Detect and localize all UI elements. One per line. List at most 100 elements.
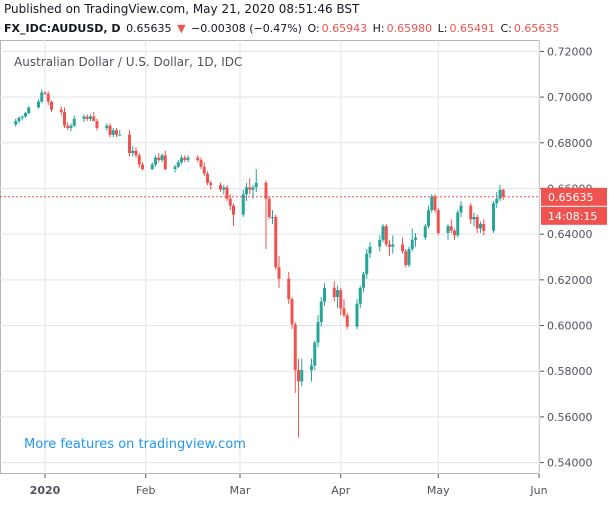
candle-body	[40, 92, 44, 102]
candle-body	[365, 253, 369, 275]
candle-body	[196, 157, 200, 160]
candle	[274, 214, 278, 270]
candle	[89, 114, 92, 122]
candle	[332, 280, 336, 302]
candle	[391, 235, 395, 254]
candle-body	[209, 182, 213, 186]
close-value: 0.65635	[513, 22, 560, 35]
y-tick-label: 0.68000	[547, 137, 593, 150]
candle	[414, 233, 417, 247]
candle	[378, 235, 382, 252]
candle-body	[427, 210, 430, 227]
candle	[50, 100, 53, 112]
chart-frame[interactable]: 0.720000.700000.680000.660000.640000.620…	[0, 40, 613, 513]
candle	[46, 91, 50, 106]
candle-body	[173, 166, 177, 170]
candle-body	[176, 162, 180, 167]
candle-body	[225, 187, 229, 199]
last-price-badge-text: 0.65635	[548, 191, 594, 204]
candle	[232, 203, 235, 227]
candle	[492, 201, 495, 234]
candle-body	[85, 116, 89, 119]
candle	[313, 340, 317, 371]
candles	[14, 89, 505, 438]
candle-body	[384, 226, 388, 245]
candle-body	[472, 217, 476, 220]
candle	[59, 106, 63, 116]
price-axis[interactable]: 0.720000.700000.680000.660000.640000.620…	[540, 45, 593, 470]
candle	[264, 180, 268, 250]
candle	[20, 115, 24, 120]
candle-body	[264, 182, 268, 199]
candle	[141, 162, 144, 171]
candle	[423, 223, 427, 240]
candle	[449, 219, 453, 234]
candle	[202, 162, 206, 176]
candle-body	[446, 226, 450, 234]
symbol-label[interactable]: FX_IDC:AUDUSD, D	[4, 22, 121, 35]
candle	[92, 111, 96, 122]
candle	[66, 122, 70, 131]
candle	[108, 123, 112, 138]
candle	[180, 155, 183, 165]
candle-body	[407, 249, 411, 265]
candle	[222, 185, 226, 195]
candle-body	[43, 92, 47, 94]
last-price-badge	[541, 187, 607, 206]
candle-body	[310, 365, 313, 371]
candle-body	[323, 287, 326, 302]
candle-body	[297, 370, 300, 382]
candle	[248, 178, 252, 195]
candle	[63, 107, 66, 128]
candle-body	[20, 116, 24, 118]
candle-body	[163, 155, 167, 170]
candle-body	[134, 150, 138, 156]
y-tick-label: 0.62000	[547, 274, 593, 287]
candle-body	[482, 223, 486, 231]
candle	[456, 210, 460, 238]
candle-body	[248, 187, 252, 190]
candle	[498, 185, 502, 202]
candle	[381, 223, 385, 243]
time-axis[interactable]: 2020 Feb Mar Apr May Jun	[30, 474, 548, 497]
candle-body	[479, 223, 482, 229]
open-value: 0.65943	[321, 22, 368, 35]
candle-body	[150, 164, 154, 170]
y-tick-label: 0.64000	[547, 228, 593, 241]
candle-body	[293, 324, 297, 371]
candle	[176, 159, 180, 168]
candle-body	[141, 164, 144, 170]
candle-body	[128, 134, 131, 154]
change-value: −0.00308 (−0.47%)	[191, 22, 302, 35]
candle-body	[391, 244, 395, 247]
candle	[365, 249, 369, 279]
candle	[316, 315, 320, 348]
candle-body	[459, 205, 463, 213]
candle-body	[199, 159, 203, 167]
candle-body	[414, 237, 417, 240]
candle-body	[274, 217, 278, 268]
candle-body	[46, 93, 50, 102]
candle	[154, 155, 157, 167]
candlestick-chart[interactable]: 0.720000.700000.680000.660000.640000.620…	[0, 40, 613, 513]
grid-lines	[0, 40, 540, 474]
candle	[475, 214, 479, 234]
candle	[358, 285, 362, 309]
candle-body	[456, 212, 460, 236]
candle-body	[92, 116, 96, 122]
candle	[14, 118, 18, 127]
candle	[362, 271, 365, 293]
candle	[209, 180, 213, 190]
candle-body	[475, 217, 479, 229]
candle-body	[157, 157, 161, 160]
tradingview-watermark[interactable]: More features on tradingview.com	[24, 437, 246, 452]
candle	[228, 194, 232, 211]
candle-body	[17, 117, 21, 122]
candle-body	[72, 118, 76, 126]
y-tick-label: 0.70000	[547, 91, 593, 104]
candle-body	[154, 157, 157, 165]
candle-body	[137, 155, 141, 165]
candle	[95, 118, 99, 131]
candle	[37, 99, 40, 109]
candle-body	[277, 267, 281, 279]
